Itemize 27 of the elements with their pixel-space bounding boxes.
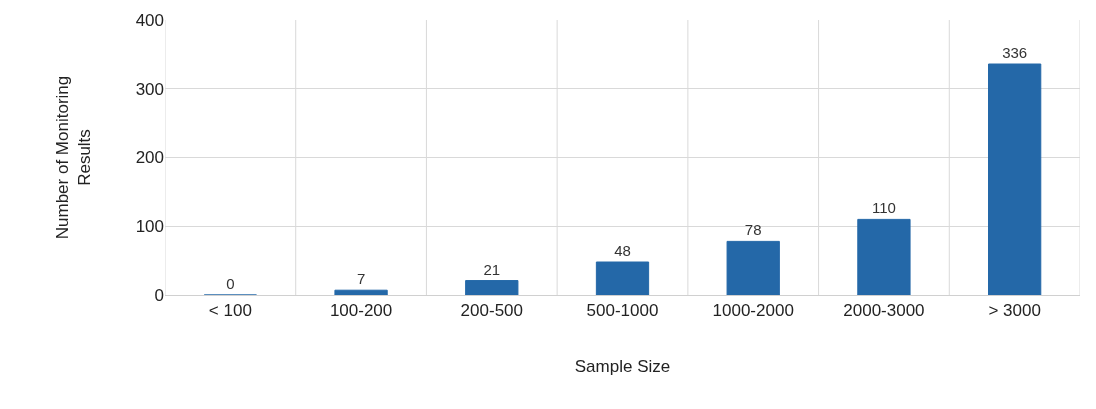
x-axis-title: Sample Size [574, 356, 671, 376]
bar [857, 218, 911, 295]
x-tick-label: 1000-2000 [712, 301, 794, 321]
bar [726, 240, 780, 295]
data-label: 48 [614, 242, 631, 259]
bar [595, 261, 650, 295]
bar [334, 289, 388, 295]
bar [465, 280, 519, 295]
x-tick-label: 2000-3000 [843, 301, 925, 321]
y-tick-label: 400 [135, 10, 164, 30]
x-tick-label: > 3000 [988, 301, 1041, 321]
data-label: 336 [1002, 44, 1028, 61]
bar [988, 63, 1042, 295]
x-tick-label: 500-1000 [586, 301, 659, 321]
x-tick-label: < 100 [208, 301, 252, 321]
y-axis-title: Number of Monitoring Results [53, 75, 95, 240]
data-label: 7 [356, 270, 366, 288]
x-tick-label: 200-500 [460, 301, 523, 321]
data-label: 78 [744, 221, 762, 239]
data-label: 110 [871, 199, 896, 217]
y-tick-label: 300 [135, 79, 164, 99]
data-label: 21 [483, 260, 501, 278]
data-label: 0 [226, 275, 235, 292]
y-tick-label: 100 [135, 217, 164, 237]
y-tick-label: 200 [135, 148, 164, 168]
x-tick-label: 100-200 [329, 301, 393, 321]
y-tick-label: 0 [154, 285, 164, 305]
